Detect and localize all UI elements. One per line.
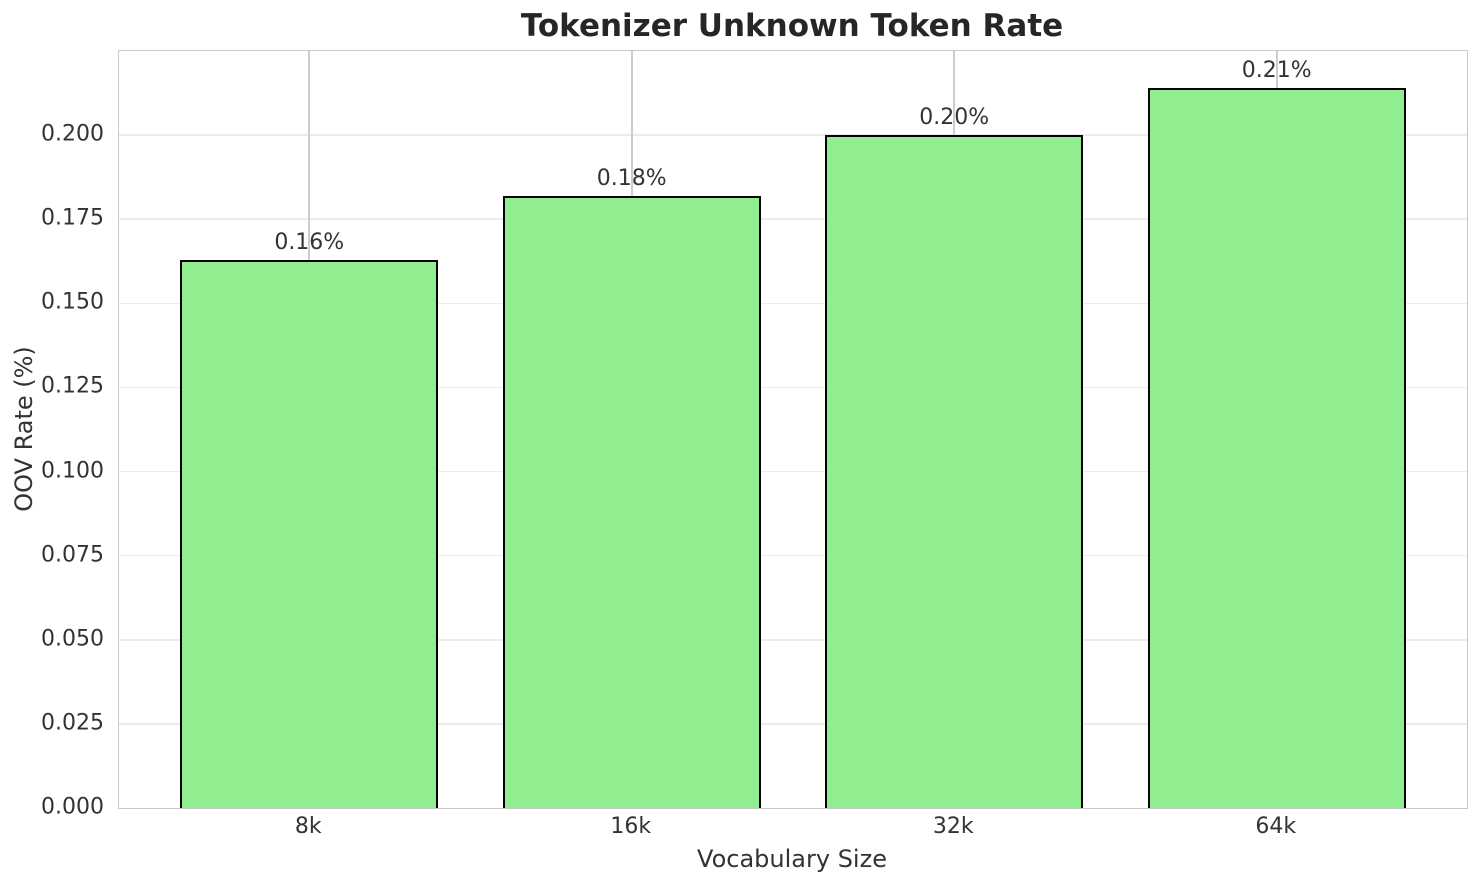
bar-value-label: 0.18% (596, 165, 667, 191)
x-tick-label: 8k (294, 814, 322, 839)
chart-title: Tokenizer Unknown Token Rate (520, 8, 1064, 44)
x-axis-label: Vocabulary Size (697, 845, 887, 873)
y-tick-label: 0.125 (41, 373, 104, 399)
bar-8k (180, 259, 439, 808)
horizontal-gridline (119, 723, 1467, 725)
horizontal-gridline (119, 639, 1467, 641)
y-tick-label: 0.075 (41, 542, 104, 568)
y-tick-label: 0.000 (41, 794, 104, 820)
x-tick-label: 64k (1255, 814, 1297, 839)
bar-value-label: 0.16% (274, 229, 345, 255)
x-tick-label: 16k (610, 814, 652, 839)
horizontal-gridline (119, 218, 1467, 220)
y-tick-label: 0.025 (41, 710, 104, 736)
y-tick-label: 0.175 (41, 205, 104, 231)
horizontal-gridline (119, 302, 1467, 305)
bar-16k (502, 195, 761, 808)
plot-area: 0.16% 0.18% 0.20% 0.21% (118, 50, 1468, 809)
bar-value-label: 0.20% (919, 105, 990, 131)
y-tick-label: 0.150 (41, 289, 104, 315)
y-axis-label: OOV Rate (%) (10, 346, 38, 512)
horizontal-gridline (119, 470, 1467, 473)
y-tick-label: 0.200 (41, 121, 104, 147)
x-tick-label: 32k (932, 814, 974, 839)
horizontal-gridline (119, 134, 1467, 136)
bar-64k (1147, 88, 1406, 808)
horizontal-gridline (119, 554, 1467, 557)
bar-value-label: 0.21% (1241, 58, 1312, 84)
horizontal-gridline (119, 386, 1467, 389)
y-tick-label: 0.050 (41, 626, 104, 652)
bar-32k (825, 135, 1084, 808)
y-tick-label: 0.100 (41, 458, 104, 484)
